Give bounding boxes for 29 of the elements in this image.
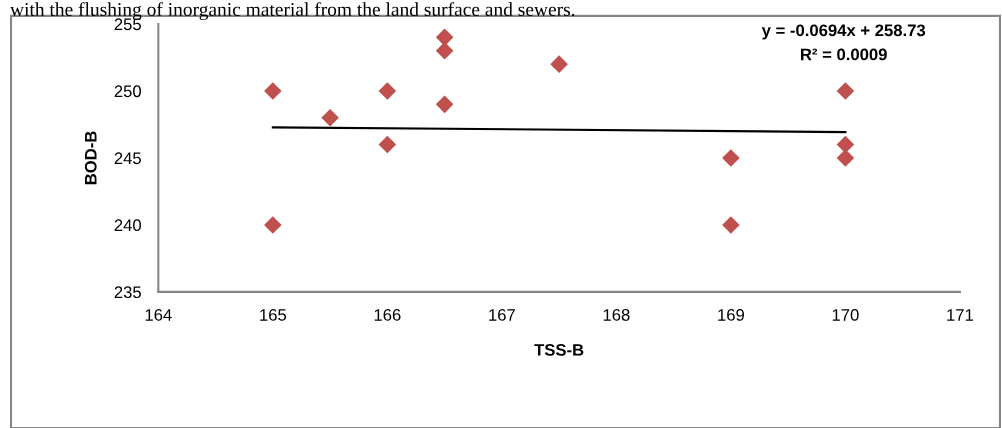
point <box>435 95 454 114</box>
x-tick-label: 169 <box>718 309 744 321</box>
x-axis-title: TSS-B <box>534 343 584 356</box>
point <box>378 135 397 154</box>
point <box>836 82 855 100</box>
point <box>550 55 568 73</box>
point <box>264 216 282 234</box>
y-tick-label: 240 <box>114 219 141 232</box>
x-tick-label: 167 <box>489 309 515 321</box>
point <box>378 82 397 100</box>
text: with the flushing of inorganic material from the land surface and sewers. <box>10 2 575 21</box>
point <box>321 108 339 127</box>
y-tick-label: 235 <box>114 286 141 299</box>
y-tick-label: 250 <box>114 85 141 98</box>
annotation: R² = 0.0009 <box>801 48 887 61</box>
x-tick-label: 168 <box>603 309 630 321</box>
y-tick-label: 245 <box>114 152 141 165</box>
point <box>836 149 855 167</box>
annotation: y = -0.0694x + 258.73 <box>761 24 926 40</box>
x-tick-label: 164 <box>145 309 172 321</box>
x-tick-label: 171 <box>947 309 974 321</box>
x-tick-label: 165 <box>260 309 287 321</box>
point <box>722 216 740 234</box>
y-axis-title: BOD-B <box>84 131 97 185</box>
y-tick-label: 255 <box>114 18 141 31</box>
point <box>722 149 740 167</box>
x-tick-label: 170 <box>832 309 859 321</box>
x-tick-label: 166 <box>374 309 401 321</box>
point <box>264 82 282 100</box>
